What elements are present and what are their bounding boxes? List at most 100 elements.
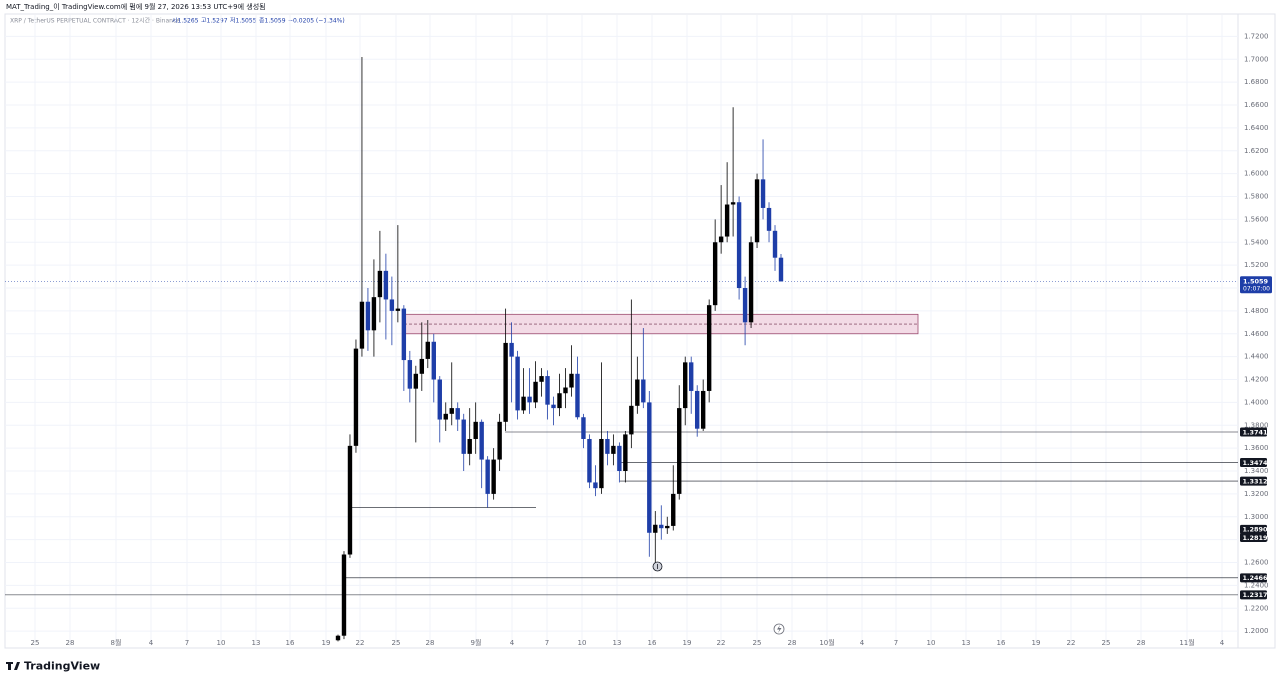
candle-body (485, 459, 490, 494)
x-tick-label: 4 (860, 639, 865, 647)
candle-body (335, 635, 341, 641)
candle-body (724, 204, 730, 237)
candle-body (413, 373, 419, 389)
x-tick-label: 7 (545, 639, 549, 647)
x-tick-label: 19 (683, 639, 692, 647)
candle-body (521, 396, 526, 411)
x-tick-label: 16 (648, 639, 657, 647)
candle-body (395, 308, 401, 311)
price-line-label: 1.3741 (1243, 428, 1269, 436)
x-tick-label: 10 (217, 639, 226, 647)
price-marker-tag (1240, 532, 1267, 542)
price-line-label: 1.2466 (1243, 574, 1269, 582)
x-tick-label: 16 (997, 639, 1006, 647)
y-tick-label: 1.3400 (1244, 467, 1269, 475)
candle-body (515, 356, 520, 411)
candle-body (503, 342, 508, 422)
price-marker-label: 1.2819 (1243, 534, 1269, 542)
y-tick-label: 1.5400 (1244, 238, 1269, 246)
ohlc-change: −0.0205 (−1.34%) (288, 18, 345, 25)
price-line-tag (1240, 476, 1267, 486)
y-tick-label: 1.7000 (1244, 55, 1269, 63)
x-tick-label: 9월 (471, 638, 482, 647)
x-tick-label: 25 (753, 639, 762, 647)
y-tick-label: 1.4600 (1244, 330, 1269, 338)
x-tick-label: 16 (286, 639, 295, 647)
x-tick-label: 22 (356, 639, 365, 647)
candle-body (605, 438, 610, 454)
x-tick-label: 4 (510, 639, 515, 647)
y-tick-label: 1.6800 (1244, 78, 1269, 86)
x-tick-label: 8월 (111, 638, 122, 647)
candle-body (467, 438, 472, 454)
y-tick-label: 1.2200 (1244, 604, 1269, 612)
candle-body (497, 421, 502, 460)
y-tick-label: 1.3600 (1244, 444, 1269, 452)
candle-body (527, 396, 532, 403)
price-line-tag (1240, 590, 1267, 600)
candle-body (359, 301, 365, 349)
y-tick-label: 1.4800 (1244, 307, 1269, 315)
candle-body (706, 305, 712, 391)
y-tick-label: 1.4400 (1244, 353, 1269, 361)
header-title: MAT_Trading_이 TradingView.com에 펌에 9월 27,… (6, 2, 266, 11)
labels: 1.20001.22001.24001.26001.28001.30001.32… (31, 32, 1272, 647)
x-tick-label: 25 (392, 639, 401, 647)
chart-frame (4, 13, 1276, 649)
candle-body (377, 270, 383, 298)
y-tick-label: 1.3200 (1244, 490, 1269, 498)
candle-body (635, 379, 640, 406)
candle-body (593, 482, 598, 489)
x-tick-label: 13 (252, 639, 261, 647)
candle-body (641, 379, 646, 403)
candle-body (611, 445, 616, 454)
x-tick-label: 7 (185, 639, 189, 647)
candle-body (736, 202, 742, 289)
candle-body (479, 421, 484, 460)
candle-body (766, 207, 772, 231)
y-tick-label: 1.2000 (1244, 627, 1269, 635)
candle-body (557, 393, 562, 409)
candle-body (347, 445, 353, 555)
candle-body (694, 390, 700, 429)
candle-body (539, 376, 544, 382)
candle-body (455, 408, 460, 420)
x-tick-label: 13 (613, 639, 622, 647)
x-tick-label: 4 (1220, 639, 1225, 647)
x-tick-label: 13 (962, 639, 971, 647)
candle-body (581, 417, 586, 439)
candle-body (665, 525, 670, 529)
candle-body (653, 524, 658, 533)
candle-body (617, 445, 622, 472)
price-line-tag (1240, 427, 1267, 437)
price-line-label: 1.3474 (1243, 459, 1269, 467)
candle-body (563, 387, 568, 394)
x-tick-label: 19 (322, 639, 331, 647)
candle-body (401, 308, 407, 361)
x-tick-label: 28 (788, 639, 797, 647)
candle-body (407, 360, 413, 389)
candle-body (671, 493, 676, 526)
x-tick-label: 25 (31, 639, 40, 647)
candle-body (659, 524, 664, 529)
countdown: 07:07:00 (1243, 285, 1270, 292)
y-tick-label: 1.6400 (1244, 124, 1269, 132)
candle-body (683, 362, 688, 409)
x-tick-label: 28 (66, 639, 75, 647)
symbol: XRP / TetherUS PERPETUAL CONTRACT · 12시간… (10, 17, 180, 25)
ohlc-close: 종1.5059 (259, 18, 286, 25)
x-tick-label: 19 (1032, 639, 1041, 647)
y-tick-label: 1.4000 (1244, 398, 1269, 406)
candle-body (353, 348, 359, 446)
candle-body (449, 408, 454, 414)
price-line-label: 1.3312 (1243, 477, 1268, 485)
candle-body (383, 270, 389, 300)
candle-body (533, 381, 538, 403)
x-tick-label: 10 (927, 639, 936, 647)
candle-body (623, 434, 628, 472)
candle-body (599, 438, 604, 489)
y-tick-label: 1.5200 (1244, 261, 1269, 269)
candle-body (431, 341, 436, 380)
y-tick-label: 1.7200 (1244, 32, 1269, 40)
candle-body (419, 358, 425, 374)
